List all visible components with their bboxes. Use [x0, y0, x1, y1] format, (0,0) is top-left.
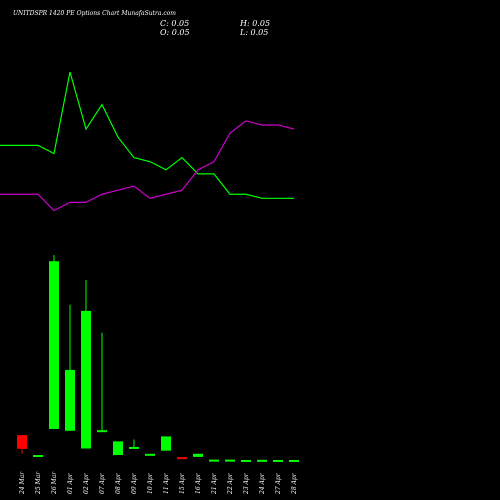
candle-body [257, 459, 267, 462]
x-tick-label: 28 Apr [291, 472, 298, 495]
x-tick-label: 26 Mar [51, 471, 58, 495]
candle-body [113, 441, 123, 456]
magenta-series-line [0, 120, 295, 212]
x-tick-label: 24 Apr [259, 472, 266, 495]
candle-body [145, 453, 155, 456]
candle-body [17, 435, 27, 449]
candle-body [81, 310, 91, 449]
x-tick-label: 11 Apr [163, 472, 170, 494]
candle-body [241, 459, 251, 462]
candle-body [289, 459, 299, 462]
x-tick-label: 25 Mar [35, 471, 42, 495]
x-tick-label: 09 Apr [131, 472, 138, 494]
chart-title: UNITDSPR 1420 PE Options Chart MunafaSut… [13, 10, 176, 17]
x-tick-label: 02 Apr [83, 472, 90, 494]
candle-body [225, 459, 235, 462]
candle-body [33, 455, 43, 458]
green-series-line [0, 71, 294, 199]
x-tick-label: 22 Apr [227, 472, 234, 495]
candle-body [65, 369, 75, 431]
close-readout: C: 0.05 [160, 19, 190, 28]
x-tick-label: 15 Apr [179, 472, 186, 494]
x-tick-label: 23 Apr [243, 472, 250, 495]
x-tick-label: 16 Apr [195, 472, 202, 494]
x-tick-label: 01 Apr [67, 472, 74, 494]
x-tick-label: 07 Apr [99, 472, 106, 494]
candle-body [49, 261, 59, 429]
x-tick-label: 27 Apr [275, 472, 282, 495]
x-tick-label: 10 Apr [147, 472, 154, 494]
x-tick-label: 24 Mar [19, 471, 26, 495]
low-readout: L: 0.05 [240, 28, 269, 37]
candle-body [161, 436, 171, 451]
candle-body [177, 457, 187, 460]
x-tick-label: 21 Apr [211, 472, 218, 495]
open-readout: O: 0.05 [160, 28, 190, 37]
x-tick-label: 08 Apr [115, 472, 122, 494]
candle-body [193, 453, 203, 457]
candle-body [273, 459, 283, 462]
candle-body [129, 446, 139, 449]
candle-body [97, 430, 107, 433]
candle-body [209, 459, 219, 462]
high-readout: H: 0.05 [240, 19, 271, 28]
